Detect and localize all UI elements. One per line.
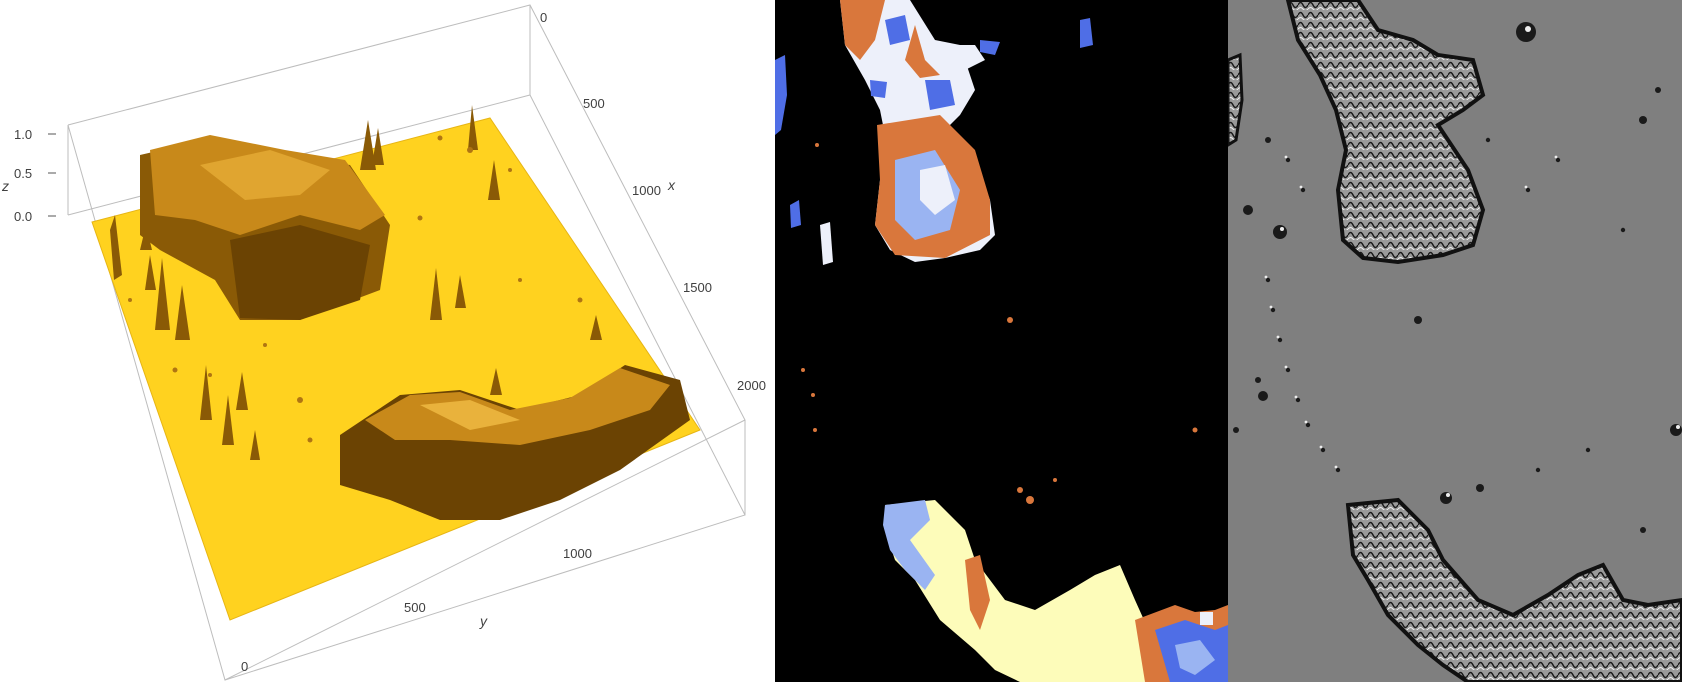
plateau-lower	[340, 365, 690, 520]
x-axis: 0 500 1000 x 1500 2000	[540, 10, 766, 393]
x-tick-label: 500	[583, 96, 605, 111]
classification-map	[775, 0, 1228, 682]
z-tick-label: 0.5	[14, 166, 32, 181]
class-region-upper	[840, 0, 995, 262]
classification-map-panel	[775, 0, 1228, 682]
z-axis: 1.0 0.5 0.0 z	[1, 127, 56, 224]
y-tick-label: 500	[404, 600, 426, 615]
relief-region-upper	[1285, 0, 1486, 265]
relief-region-left-edge	[1228, 52, 1244, 147]
x-axis-label: x	[667, 177, 676, 193]
z-tick-label: 0.0	[14, 209, 32, 224]
y-axis-label: y	[479, 613, 488, 629]
z-tick-label: 1.0	[14, 127, 32, 142]
relief-coast-dots	[1264, 137, 1626, 473]
class-region-left-edge	[775, 55, 787, 135]
class-speck	[820, 222, 833, 265]
relief-blobs	[1233, 22, 1682, 533]
relief-region-lower	[1345, 497, 1682, 682]
class-region-lower	[883, 500, 1228, 682]
x-tick-label: 1500	[683, 280, 712, 295]
x-tick-label: 0	[540, 10, 547, 25]
class-specks-orange	[801, 143, 1198, 504]
surface-plot-panel: 1.0 0.5 0.0 z 0 500 1000 x 1500 2000 0 5…	[0, 0, 775, 682]
class-speck	[790, 200, 801, 228]
surface-speckles	[128, 135, 583, 443]
relief-map-panel	[1228, 0, 1682, 682]
y-axis: 0 500 y 1000	[241, 546, 592, 674]
z-axis-label: z	[1, 178, 9, 194]
plateau-upper	[140, 135, 390, 320]
y-tick-label: 1000	[563, 546, 592, 561]
x-tick-label: 1000	[632, 183, 661, 198]
x-tick-label: 2000	[737, 378, 766, 393]
relief-map	[1228, 0, 1682, 682]
surface-plot: 1.0 0.5 0.0 z 0 500 1000 x 1500 2000 0 5…	[1, 4, 766, 681]
surface-spikes	[110, 105, 602, 460]
class-speck	[980, 40, 1000, 55]
y-tick-label: 0	[241, 659, 248, 674]
class-speck	[1080, 18, 1093, 48]
